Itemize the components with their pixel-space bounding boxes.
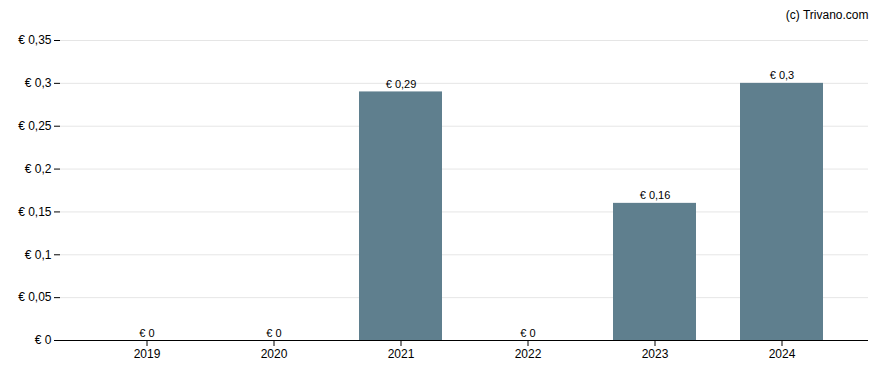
svg-text:€ 0: € 0 [35, 333, 52, 347]
svg-text:€ 0,1: € 0,1 [25, 248, 52, 262]
svg-text:€ 0: € 0 [266, 327, 281, 339]
svg-text:€ 0,3: € 0,3 [25, 76, 52, 90]
svg-text:€ 0,2: € 0,2 [25, 162, 52, 176]
svg-text:€ 0,29: € 0,29 [386, 78, 417, 90]
svg-text:€ 0,25: € 0,25 [18, 119, 52, 133]
svg-text:2022: 2022 [515, 347, 542, 361]
svg-text:€ 0,3: € 0,3 [770, 69, 794, 81]
svg-text:2021: 2021 [388, 347, 415, 361]
svg-text:€ 0,16: € 0,16 [640, 189, 671, 201]
svg-text:2023: 2023 [642, 347, 669, 361]
svg-text:€ 0: € 0 [139, 327, 154, 339]
svg-text:€ 0: € 0 [520, 327, 535, 339]
svg-text:€ 0,35: € 0,35 [18, 33, 52, 47]
svg-text:(c) Trivano.com: (c) Trivano.com [786, 8, 869, 22]
svg-text:€ 0,05: € 0,05 [18, 290, 52, 304]
svg-text:2020: 2020 [261, 347, 288, 361]
svg-text:2024: 2024 [769, 347, 796, 361]
svg-text:€ 0,15: € 0,15 [18, 205, 52, 219]
svg-text:2019: 2019 [134, 347, 161, 361]
